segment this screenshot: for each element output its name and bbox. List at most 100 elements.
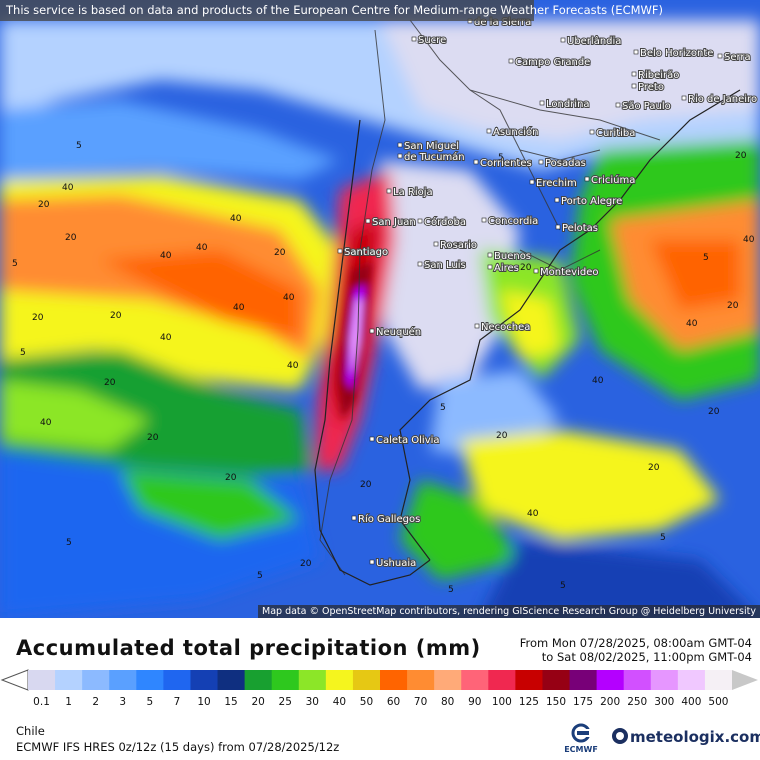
colorbar-segment bbox=[650, 670, 679, 690]
city-san-miguel: San Miguel bbox=[397, 140, 460, 153]
city-sucre: Sucre bbox=[411, 34, 447, 47]
colorbar-segment bbox=[109, 670, 137, 690]
city-label: Santiago bbox=[344, 247, 388, 258]
colorbar-segment bbox=[190, 670, 219, 690]
colorbar-label: 300 bbox=[654, 696, 675, 708]
colorbar-label: 10 bbox=[197, 696, 211, 708]
city-label: Rosario bbox=[440, 240, 477, 251]
city-label: San Juan bbox=[372, 217, 416, 228]
colorbar-segment bbox=[596, 670, 625, 690]
colorbar-segment bbox=[271, 670, 300, 690]
contour-label: 20 bbox=[520, 263, 532, 273]
city-label: Uberlândia bbox=[567, 35, 621, 47]
contour-label: 20 bbox=[65, 233, 77, 243]
colorbar-segment bbox=[163, 670, 191, 690]
colorbar-segment bbox=[434, 670, 462, 690]
contour-label: 40 bbox=[196, 243, 208, 253]
contour-label: 20 bbox=[496, 431, 508, 441]
meteologix-logo-icon bbox=[612, 728, 628, 744]
city-label: Aires bbox=[494, 263, 519, 274]
city-label: Ushuaia bbox=[376, 558, 416, 569]
city-r-o-gallegos: Río Gallegos bbox=[351, 512, 421, 526]
city-preto: Preto bbox=[631, 81, 665, 94]
city-neuqu-n: Neuquén bbox=[369, 325, 422, 339]
city-label: Campo Grande bbox=[515, 57, 590, 68]
colorbar-segment bbox=[352, 670, 381, 690]
city-label: Belo Horizonte bbox=[640, 48, 713, 59]
ecmwf-notice: This service is based on data and produc… bbox=[0, 0, 663, 21]
region-label: Chile bbox=[16, 724, 45, 738]
forecast-period: From Mon 07/28/2025, 08:00am GMT-04 to S… bbox=[520, 636, 752, 664]
colorbar-label: 70 bbox=[413, 696, 428, 708]
country-borders bbox=[319, 19, 661, 576]
colorbar-label: 125 bbox=[518, 696, 539, 708]
city-la-rioja: La Rioja bbox=[386, 186, 434, 199]
city-label: San Miguel bbox=[404, 141, 459, 152]
city-label: Neuquén bbox=[376, 326, 421, 338]
contour-label: 40 bbox=[287, 361, 299, 371]
colorbar-label: 0.1 bbox=[33, 696, 50, 708]
colorbar-segment bbox=[28, 670, 56, 690]
city-label: Criciúma bbox=[591, 174, 635, 186]
contour-label: 20 bbox=[110, 311, 122, 321]
contour-label: 40 bbox=[743, 235, 755, 245]
city-label: Porto Alegre bbox=[561, 196, 622, 207]
city-san-juan: San Juan bbox=[365, 216, 417, 229]
contour-label: 5 bbox=[498, 153, 504, 163]
city-pelotas: Pelotas bbox=[555, 222, 599, 235]
colorbar-label: 5 bbox=[146, 696, 154, 708]
city-de-tucum-n: de Tucumán bbox=[397, 150, 466, 164]
colorbar-segment bbox=[380, 670, 408, 690]
contour-label: 20 bbox=[300, 559, 312, 569]
colorbar-label: 3 bbox=[119, 696, 127, 708]
colorbar-label: 1 bbox=[65, 696, 72, 708]
city-erechim: Erechim bbox=[529, 177, 578, 190]
contour-label: 20 bbox=[648, 463, 660, 473]
contour-label: 40 bbox=[62, 183, 74, 193]
contour-label: 40 bbox=[230, 214, 242, 224]
city-label: Londrina bbox=[546, 99, 590, 110]
city-label: Necochea bbox=[481, 322, 530, 333]
map-attribution[interactable]: Map data © OpenStreetMap contributors, r… bbox=[258, 605, 760, 618]
colorbar-label: 50 bbox=[359, 696, 374, 708]
legend-title: Accumulated total precipitation (mm) bbox=[16, 636, 481, 660]
colorbar-label: 150 bbox=[545, 696, 567, 708]
period-to: to Sat 08/02/2025, 11:00pm GMT-04 bbox=[541, 650, 752, 664]
city-aires: Aires bbox=[487, 262, 520, 275]
precipitation-map[interactable]: 5 20 40 5 20 40 20 40 5 20 40 20 5 40 20 40 5 20 40 20 5 20 40… bbox=[0, 0, 760, 618]
city-label: Concordia bbox=[488, 216, 538, 227]
colorbar-label: 175 bbox=[573, 696, 594, 708]
city-markers: Sucre Uberlândia Belo Horizonte Serra Campo … bbox=[337, 16, 758, 570]
contour-label: 5 bbox=[448, 585, 454, 595]
city-label: de Tucumán bbox=[404, 151, 465, 163]
precip-field bbox=[0, 20, 760, 618]
city-porto-alegre: Porto Alegre bbox=[554, 195, 623, 208]
contour-label: 20 bbox=[225, 473, 237, 483]
city-label: Rio de Janeiro bbox=[688, 94, 757, 105]
contour-label: 5 bbox=[560, 581, 566, 591]
city-label: Caleta Olivia bbox=[376, 435, 440, 446]
contour-label: 40 bbox=[592, 376, 604, 386]
city-label: Curitiba bbox=[596, 128, 635, 139]
city-caleta-olivia: Caleta Olivia bbox=[369, 434, 441, 447]
contour-label: 5 bbox=[257, 571, 263, 581]
colorbar-segment bbox=[244, 670, 273, 690]
city-necochea: Necochea bbox=[474, 321, 531, 334]
city-concordia: Concordia bbox=[481, 215, 539, 228]
city-campo-grande: Campo Grande bbox=[508, 56, 591, 69]
contour-label: 20 bbox=[360, 480, 372, 490]
color-scale-labels: 0.1 1 2 3 5 7 10 15 20 25 30 40 50 60 70 80 90 100 125 150 1… bbox=[0, 696, 760, 710]
contour-label: 5 bbox=[12, 259, 18, 269]
city-corrientes: Corrientes bbox=[473, 157, 533, 170]
colorbar-segment bbox=[461, 670, 489, 690]
city-label: Asunción bbox=[493, 126, 538, 138]
contour-label: 20 bbox=[727, 301, 739, 311]
meteologix-logo[interactable]: meteologix.com bbox=[612, 728, 760, 752]
ecmwf-logo[interactable]: ECMWF bbox=[558, 723, 604, 757]
colorbar-over-arrow bbox=[732, 670, 758, 690]
city-c-rdoba: Córdoba bbox=[417, 215, 467, 229]
city-santiago: Santiago bbox=[337, 246, 389, 259]
contour-label: 5 bbox=[440, 403, 446, 413]
city-label: Preto bbox=[638, 82, 664, 93]
colorbar-label: 100 bbox=[491, 696, 512, 708]
